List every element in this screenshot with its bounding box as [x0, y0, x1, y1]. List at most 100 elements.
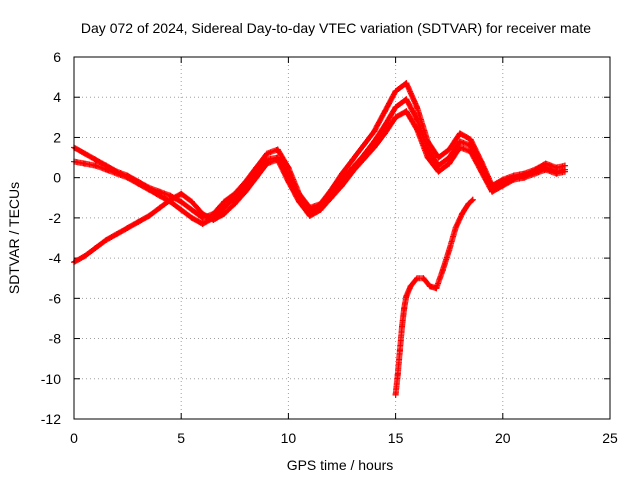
data-point: [199, 210, 206, 217]
data-point: [414, 126, 421, 133]
data-points: [71, 80, 568, 398]
data-point: [403, 293, 410, 300]
data-point: [424, 154, 431, 161]
data-point: [456, 130, 463, 137]
x-tick-label: 10: [281, 430, 297, 446]
data-point: [435, 154, 442, 161]
data-point: [135, 180, 142, 187]
data-point: [146, 212, 153, 219]
y-tick-label: -12: [41, 411, 61, 427]
data-point: [274, 146, 281, 153]
data-point: [435, 168, 442, 175]
data-point: [274, 156, 281, 163]
data-point: [296, 198, 303, 205]
y-tick-label: 4: [53, 89, 61, 105]
data-point: [81, 253, 88, 260]
data-point: [328, 194, 335, 201]
y-tick-label: 2: [53, 129, 61, 145]
data-point: [499, 182, 506, 189]
data-point: [188, 214, 195, 221]
data-point: [167, 196, 174, 203]
data-point: [452, 224, 459, 231]
data-point: [467, 142, 474, 149]
data-point: [426, 283, 433, 290]
series-track-3: [71, 108, 568, 266]
data-point: [263, 160, 270, 167]
data-point: [103, 237, 110, 244]
data-point: [124, 224, 131, 231]
data-point: [81, 150, 88, 157]
data-point: [360, 142, 367, 149]
y-tick-label: -4: [49, 250, 62, 266]
data-point: [371, 144, 378, 151]
data-point: [420, 275, 427, 282]
x-tick-label: 20: [495, 430, 511, 446]
series-track-4: [392, 196, 476, 398]
data-point: [394, 371, 401, 378]
data-point: [199, 220, 206, 227]
data-point: [92, 156, 99, 163]
data-point: [414, 275, 421, 282]
data-point: [446, 160, 453, 167]
x-tick-label: 5: [177, 430, 185, 446]
data-point: [553, 170, 560, 177]
data-point: [392, 88, 399, 95]
data-point: [433, 285, 440, 292]
data-point: [414, 104, 421, 111]
data-point: [156, 192, 163, 199]
data-point: [542, 166, 549, 173]
data-point: [403, 80, 410, 87]
data-point: [263, 150, 270, 157]
data-point: [317, 206, 324, 213]
data-point: [92, 162, 99, 169]
data-point: [403, 108, 410, 115]
data-point: [467, 148, 474, 155]
data-point: [188, 206, 195, 213]
data-point: [231, 200, 238, 207]
data-point: [156, 204, 163, 211]
data-point: [469, 196, 476, 203]
data-point: [92, 245, 99, 252]
data-point: [242, 188, 249, 195]
data-point: [285, 164, 292, 171]
data-point: [306, 212, 313, 219]
data-point: [465, 200, 472, 207]
data-point: [456, 138, 463, 145]
data-point: [349, 168, 356, 175]
data-point: [414, 116, 421, 123]
y-tick-label: 0: [53, 170, 61, 186]
x-tick-label: 25: [602, 430, 618, 446]
data-point: [446, 247, 453, 254]
data-point: [392, 104, 399, 111]
data-point: [478, 168, 485, 175]
data-point: [401, 305, 408, 312]
y-tick-label: -10: [41, 371, 61, 387]
data-point: [285, 178, 292, 185]
plot-frame: [73, 56, 611, 420]
data-point: [371, 128, 378, 135]
data-point: [456, 144, 463, 151]
x-tick-label: 0: [70, 430, 78, 446]
data-point: [178, 206, 185, 213]
y-tick-label: 6: [53, 49, 61, 65]
data-point: [178, 190, 185, 197]
data-point: [349, 156, 356, 163]
x-tick-label: 15: [388, 430, 404, 446]
data-point: [531, 170, 538, 177]
data-point: [392, 114, 399, 121]
data-point: [113, 230, 120, 237]
data-point: [124, 174, 131, 181]
data-point: [439, 267, 446, 274]
data-point: [210, 216, 217, 223]
data-point: [146, 186, 153, 193]
data-point: [396, 347, 403, 354]
data-point: [510, 176, 517, 183]
data-point: [221, 198, 228, 205]
data-point: [399, 323, 406, 330]
data-point: [81, 160, 88, 167]
y-axis-label: SDTVAR / TECUs: [6, 182, 22, 294]
data-point: [381, 108, 388, 115]
data-point: [459, 210, 466, 217]
data-point: [188, 198, 195, 205]
